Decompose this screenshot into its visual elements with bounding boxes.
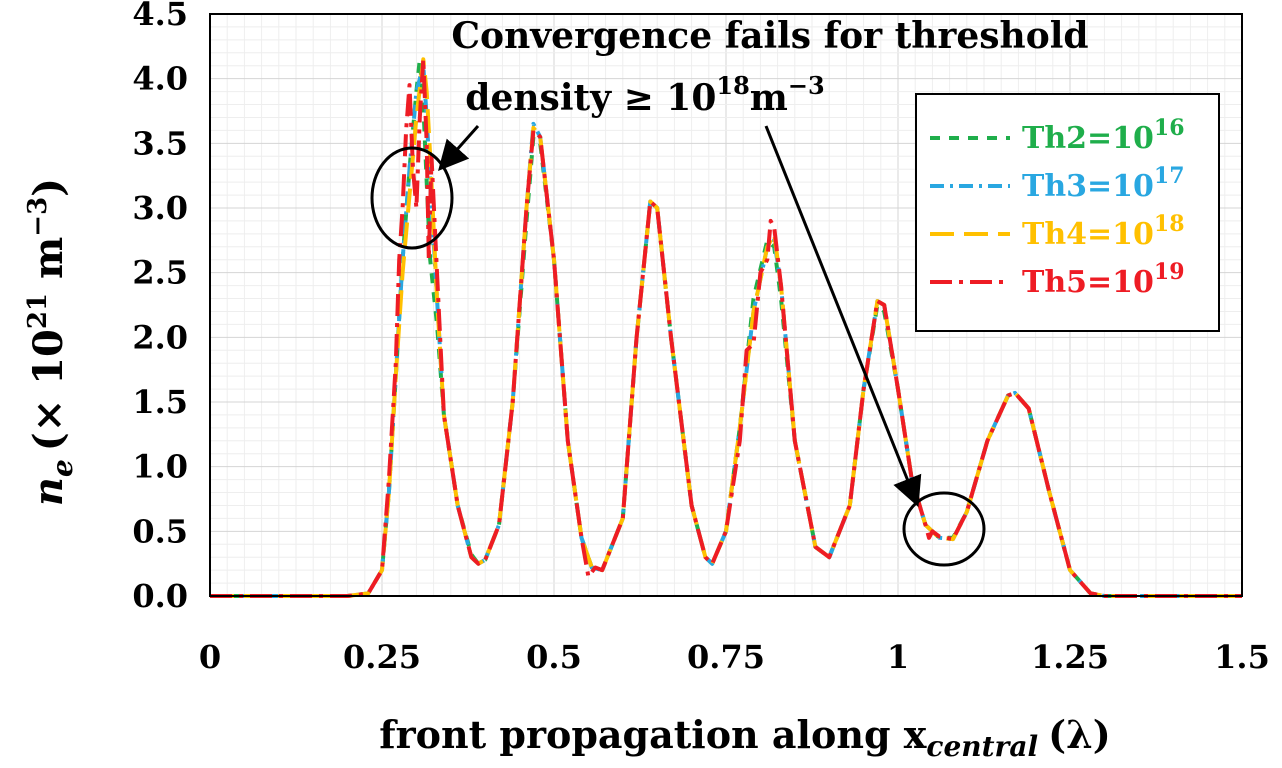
y-tick-label: 1.5 xyxy=(132,383,188,421)
y-tick-label: 0.5 xyxy=(132,512,188,550)
legend-label-3: Th4=1018 xyxy=(1022,211,1185,252)
annotation-circle-right xyxy=(902,491,986,567)
x-axis-label: front propagation along xcentral (λ) xyxy=(379,712,1110,763)
annotation-line-2-prefix: density ≥ 10 xyxy=(465,77,716,119)
legend: Th2=1016 Th3=1017 Th4=1018 Th5=1019 xyxy=(915,93,1220,332)
y-tick-label: 4.5 xyxy=(132,0,188,33)
x-tick-label: 1 xyxy=(887,638,909,676)
y-tick-label: 3.5 xyxy=(132,124,188,162)
legend-label-4: Th5=1019 xyxy=(1022,259,1185,300)
x-tick-label: 0 xyxy=(199,638,221,676)
y-axis-label-close: ) xyxy=(25,178,72,197)
plot-frame xyxy=(209,13,1243,597)
y-axis-label-unit: (× 10 xyxy=(25,329,72,451)
x-tick-label: 0.25 xyxy=(343,638,421,676)
annotation-line-2-exp: 18 xyxy=(716,71,749,100)
x-tick-label: 0.5 xyxy=(526,638,582,676)
y-axis-label-sub: e xyxy=(46,459,79,477)
x-axis-label-sub: central xyxy=(926,730,1038,763)
legend-label-2: Th3=1017 xyxy=(1022,163,1185,204)
y-tick-label: 2.0 xyxy=(132,318,188,356)
annotation-arrow-right xyxy=(764,125,922,508)
y-tick-label: 4.0 xyxy=(132,60,188,98)
annotation-line-1: Convergence fails for threshold xyxy=(451,15,1088,57)
y-tick-label: 1.0 xyxy=(132,448,188,486)
y-axis-label-unit-exp: 21 xyxy=(23,293,53,329)
x-axis-label-main: front propagation along x xyxy=(379,712,926,757)
y-tick-label: 3.0 xyxy=(132,189,188,227)
annotation-line-2-unit: m xyxy=(750,77,788,119)
y-axis-label-unit-tail: m xyxy=(25,237,72,293)
series-line-4 xyxy=(210,57,1242,598)
tick-labels: 0 0.25 0.5 0.75 1 1.25 1.5 0.0 0.5 1.0 1.5 2.0 2.5 3.… xyxy=(132,0,1270,676)
legend-box xyxy=(915,93,1220,332)
y-tick-label: 0.0 xyxy=(132,577,188,615)
annotation-circle-left xyxy=(370,146,454,250)
annotation-arrow-left xyxy=(438,125,480,171)
x-tick-label: 1.5 xyxy=(1214,638,1270,676)
y-axis-label-main: n xyxy=(25,477,72,506)
series-layer xyxy=(210,57,1242,598)
legend-label-1: Th2=1016 xyxy=(1022,115,1185,156)
y-axis-label: ne (× 1021 m−3) xyxy=(23,178,79,506)
y-axis-label-unit-tail-exp: −3 xyxy=(23,197,53,237)
annotation-line-2-unit-exp: −3 xyxy=(788,71,825,100)
annotation-line-2: density ≥ 1018m−3 xyxy=(465,71,824,119)
x-tick-label: 0.75 xyxy=(687,638,765,676)
y-tick-label: 2.5 xyxy=(132,254,188,292)
x-tick-label: 1.25 xyxy=(1031,638,1109,676)
x-axis-label-unit: (λ) xyxy=(1048,712,1111,757)
